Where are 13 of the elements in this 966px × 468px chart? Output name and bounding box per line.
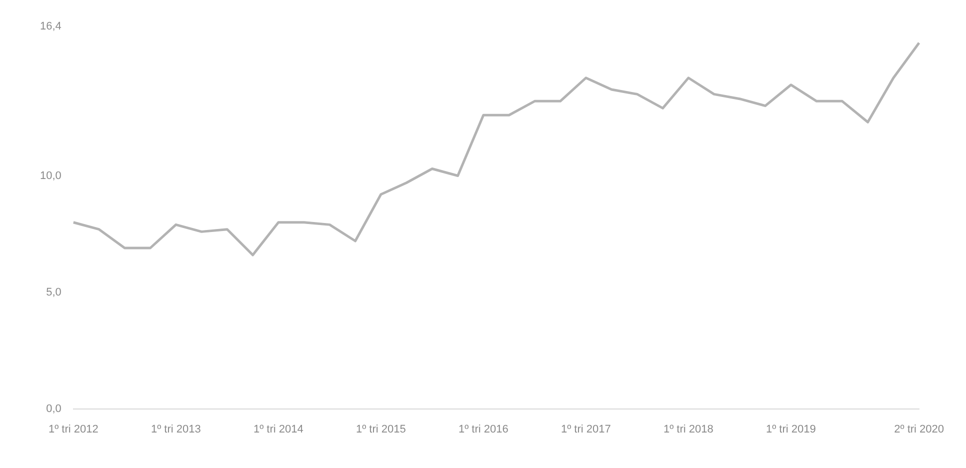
x-tick-label: 1º tri 2014 [253, 423, 304, 436]
x-tick-label: 1º tri 2018 [663, 423, 714, 436]
x-tick-label: 1º tri 2015 [356, 423, 406, 436]
x-tick-label: 1º tri 2013 [150, 423, 201, 436]
y-tick-label: 10,0 [40, 170, 62, 182]
x-tick-label: 1º tri 2012 [48, 423, 98, 436]
x-tick-label: 2º tri 2020 [894, 423, 944, 436]
x-tick-label: 1º tri 2016 [458, 423, 508, 436]
x-tick-label: 1º tri 2019 [766, 423, 816, 436]
y-tick-label: 5,0 [46, 286, 62, 298]
y-tick-label: 0,0 [46, 402, 62, 415]
x-tick-label: 1º tri 2017 [560, 423, 611, 436]
y-tick-label: 16,4 [40, 20, 62, 33]
